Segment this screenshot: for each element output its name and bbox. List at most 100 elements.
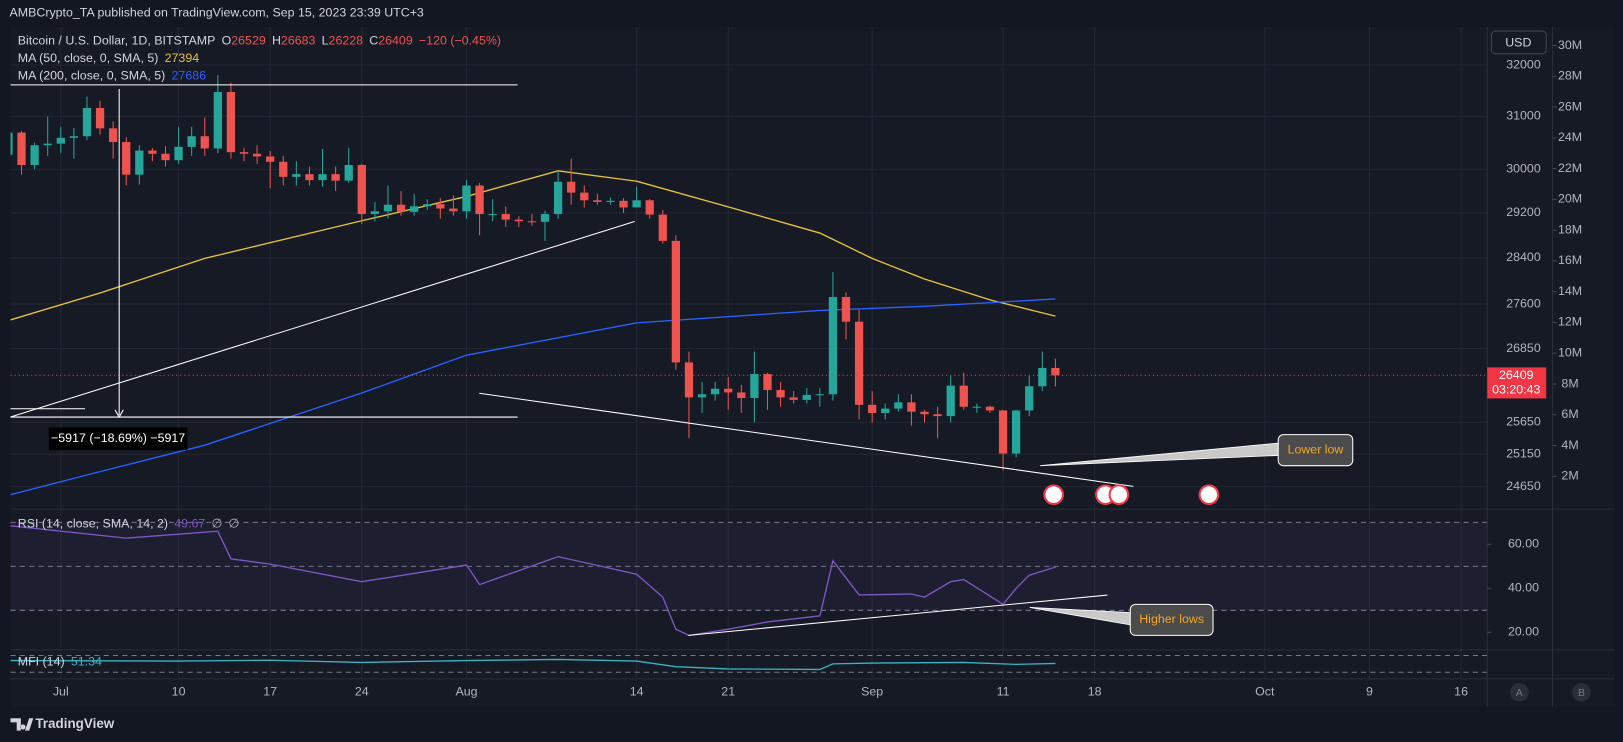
candle-body: [69, 136, 79, 138]
y-tick-label: 27600: [1506, 296, 1541, 310]
brand-logo: [10, 718, 34, 731]
ohlc-value: 26683: [281, 34, 316, 48]
button-b[interactable]: [1572, 683, 1591, 702]
candle-body: [409, 206, 419, 212]
button-a[interactable]: [1510, 683, 1529, 702]
candle-body: [462, 185, 471, 212]
candle-body: [645, 200, 654, 215]
candle-body: [593, 200, 602, 202]
candle-body: [907, 402, 916, 412]
legend-extra: ∅: [212, 517, 223, 531]
ma-legend: MA (50, close, 0, SMA, 5) 27394: [18, 51, 199, 65]
trend-line: [10, 220, 635, 418]
legend-value: 27686: [172, 69, 207, 83]
callout-label: Higher lows: [1139, 612, 1204, 626]
button-label: B: [1578, 688, 1585, 699]
candle-body: [671, 240, 681, 363]
candle-body: [161, 153, 170, 161]
candle-body: [305, 174, 314, 181]
button-label: A: [1516, 688, 1523, 699]
candle-body: [580, 192, 589, 201]
x-tick-label: 14: [630, 685, 644, 699]
ohlc-value: 26529: [231, 34, 266, 48]
event-flag[interactable]: [1108, 484, 1130, 506]
y-tick-label: 30000: [1506, 162, 1541, 176]
candle-body: [514, 219, 523, 222]
legend-value: 27394: [165, 51, 200, 65]
grid: [10, 26, 1488, 679]
symbol: Bitcoin / U.S. Dollar, 1D, BITSTAMP: [18, 34, 216, 48]
candle-body: [724, 388, 733, 393]
indicator-line: [10, 658, 1056, 671]
separators: [10, 26, 1615, 707]
candle-body: [292, 174, 301, 177]
candle-body: [1038, 367, 1047, 387]
legend-name: MFI (14): [18, 655, 65, 669]
currency-label: USD: [1505, 36, 1531, 50]
candle-body: [1011, 410, 1021, 454]
currency-button[interactable]: [1490, 30, 1547, 55]
chart-area: [10, 26, 1615, 707]
candle-body: [279, 161, 288, 177]
x-tick-label: Oct: [1255, 685, 1275, 699]
candle-body: [959, 385, 968, 407]
candle-body: [357, 164, 366, 215]
y2-tick-label: 6M: [1561, 407, 1578, 421]
candle-body: [540, 214, 550, 222]
mfi-legend: MFI (14) 51.34: [18, 655, 102, 669]
publisher: AMBCrypto_TA published on TradingView.co…: [9, 6, 423, 20]
candle-body: [920, 411, 929, 415]
candle-body: [122, 142, 131, 175]
y-tick-label: 29200: [1506, 205, 1541, 219]
candle-body: [344, 164, 353, 181]
candle-body: [501, 214, 510, 220]
candle-body: [10, 132, 13, 155]
event-flag[interactable]: [1043, 484, 1065, 506]
price-legend: Bitcoin / U.S. Dollar, 1D, BITSTAMP O2652…: [18, 34, 501, 48]
callout-box: [1277, 434, 1354, 467]
y2-tick-label: 10M: [1558, 346, 1582, 360]
candle-body: [658, 214, 667, 241]
candle-body: [449, 208, 458, 212]
legend-name: RSI (14, close, SMA, 14, 2): [18, 517, 168, 531]
candle-body: [776, 389, 785, 398]
candle-body: [331, 174, 340, 181]
candle-body: [43, 143, 52, 146]
drawings: [10, 84, 1354, 636]
moving-average: [10, 170, 1056, 321]
y-tick-label: 20.00: [1508, 625, 1539, 639]
candle-body: [854, 321, 864, 405]
candle-body: [318, 174, 327, 181]
candle-body: [750, 373, 759, 399]
candle-body: [737, 392, 746, 399]
candle-body: [226, 92, 236, 153]
trend-line: [479, 392, 1134, 487]
legend-value: 51.34: [71, 655, 102, 669]
candle-body: [488, 214, 497, 216]
measure-label: −5917 (−18.69%) −5917: [51, 431, 185, 445]
x-tick-label: 16: [1454, 685, 1468, 699]
candle-body: [187, 136, 196, 147]
labels: Jul 10 17 24 Aug 14 21 Sep 11 18 Oct 9 16 24650 25150 2…: [53, 38, 1582, 699]
marks: [10, 75, 1488, 671]
y-tick-label: 25650: [1506, 415, 1541, 429]
y2-tick-label: 20M: [1558, 192, 1582, 206]
event-flag[interactable]: [1198, 484, 1220, 506]
candle-body: [239, 152, 249, 154]
candle-body: [802, 394, 811, 400]
candle-body: [972, 406, 982, 408]
candle-body: [881, 408, 890, 413]
candle-body: [148, 150, 157, 154]
candle-body: [606, 200, 615, 202]
y2-tick-label: 8M: [1561, 376, 1578, 390]
y2-tick-label: 16M: [1558, 253, 1582, 267]
ohlc-value: 26228: [329, 34, 364, 48]
candle-body: [815, 394, 824, 396]
candle-body: [632, 200, 641, 208]
candle-body: [684, 362, 694, 398]
candle-body: [56, 137, 65, 144]
candle-body: [998, 410, 1008, 454]
candle-body: [868, 404, 877, 413]
x-tick-label: 9: [1366, 685, 1373, 699]
x-tick-label: 21: [721, 685, 735, 699]
